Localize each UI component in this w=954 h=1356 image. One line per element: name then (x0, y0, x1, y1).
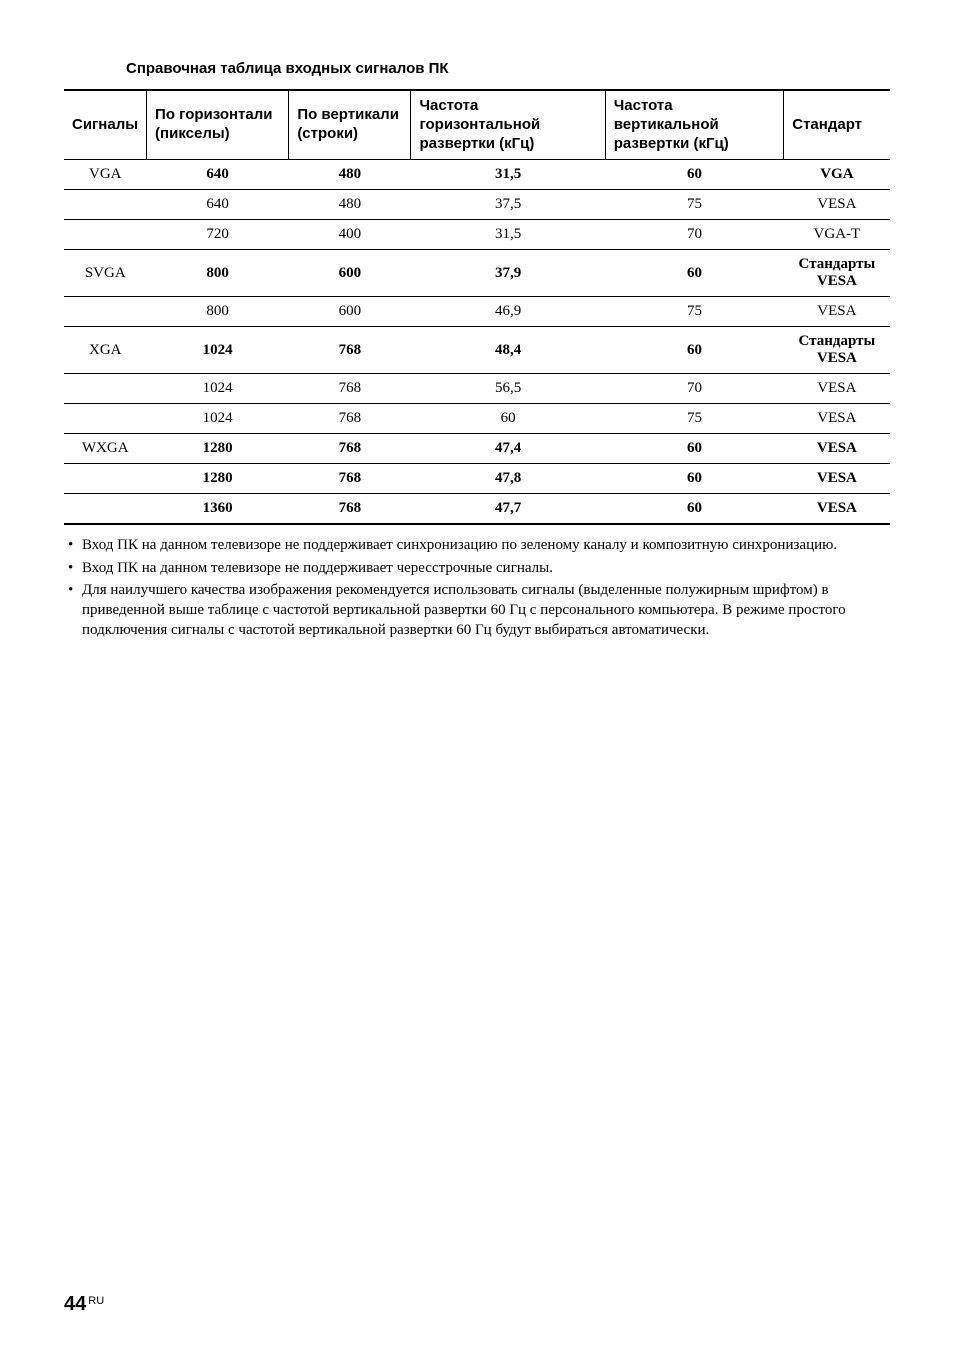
table-cell: VESA (784, 374, 890, 404)
table-cell: VGA (64, 160, 147, 190)
table-cell: 480 (289, 160, 411, 190)
table-cell: 480 (289, 190, 411, 220)
col-vertical: По вертикали (строки) (289, 90, 411, 160)
table-cell: VGA (784, 160, 890, 190)
table-cell (64, 374, 147, 404)
page-title: Справочная таблица входных сигналов ПК (126, 60, 890, 77)
table-cell: 768 (289, 327, 411, 374)
table-row: 136076847,760VESA (64, 494, 890, 525)
table-row: 10247686075VESA (64, 404, 890, 434)
table-cell: 400 (289, 220, 411, 250)
table-cell: 70 (605, 220, 783, 250)
table-cell: 75 (605, 404, 783, 434)
page: Справочная таблица входных сигналов ПК С… (0, 0, 954, 1356)
table-cell: 60 (605, 250, 783, 297)
note-item: Для наилучшего качества изображения реко… (64, 580, 890, 641)
table-header-row: Сигналы По горизонтали (пикселы) По верт… (64, 90, 890, 160)
table-cell: 720 (147, 220, 289, 250)
table-cell: 60 (605, 160, 783, 190)
table-cell: 768 (289, 404, 411, 434)
table-row: 128076847,860VESA (64, 464, 890, 494)
note-item: Вход ПК на данном телевизоре не поддержи… (64, 558, 890, 578)
table-cell: 1024 (147, 327, 289, 374)
table-cell: 60 (605, 464, 783, 494)
table-cell: 37,9 (411, 250, 605, 297)
col-hfreq: Частота горизонтальной развертки (кГц) (411, 90, 605, 160)
table-cell: 75 (605, 297, 783, 327)
table-cell: 37,5 (411, 190, 605, 220)
table-cell: 1024 (147, 374, 289, 404)
table-cell: 600 (289, 250, 411, 297)
table-cell: 47,4 (411, 434, 605, 464)
table-cell: VESA (784, 190, 890, 220)
table-cell: VGA-T (784, 220, 890, 250)
table-row: 80060046,975VESA (64, 297, 890, 327)
table-cell: 640 (147, 190, 289, 220)
table-cell: SVGA (64, 250, 147, 297)
table-row: 64048037,575VESA (64, 190, 890, 220)
notes-list: Вход ПК на данном телевизоре не поддержи… (64, 535, 890, 640)
table-cell: 60 (605, 327, 783, 374)
table-cell (64, 220, 147, 250)
table-cell (64, 494, 147, 525)
table-cell: 46,9 (411, 297, 605, 327)
col-vfreq: Частота вертикальной развертки (кГц) (605, 90, 783, 160)
table-row: WXGA128076847,460VESA (64, 434, 890, 464)
table-cell: Стандарты VESA (784, 250, 890, 297)
table-cell: 768 (289, 464, 411, 494)
table-cell: 768 (289, 374, 411, 404)
table-cell: 60 (411, 404, 605, 434)
table-cell: 800 (147, 297, 289, 327)
table-cell: VESA (784, 494, 890, 525)
note-item: Вход ПК на данном телевизоре не поддержи… (64, 535, 890, 555)
table-cell: VESA (784, 297, 890, 327)
table-cell: 47,8 (411, 464, 605, 494)
col-horizontal: По горизонтали (пикселы) (147, 90, 289, 160)
table-cell: 31,5 (411, 160, 605, 190)
table-row: SVGA80060037,960Стандарты VESA (64, 250, 890, 297)
page-lang: RU (88, 1295, 104, 1307)
table-cell: VESA (784, 404, 890, 434)
table-cell: 48,4 (411, 327, 605, 374)
table-cell: Стандарты VESA (784, 327, 890, 374)
table-row: 102476856,570VESA (64, 374, 890, 404)
table-cell: 1280 (147, 434, 289, 464)
table-cell: 60 (605, 494, 783, 525)
table-cell: 75 (605, 190, 783, 220)
signal-table: Сигналы По горизонтали (пикселы) По верт… (64, 89, 890, 525)
page-footer: 44RU (64, 1293, 104, 1316)
table-cell (64, 297, 147, 327)
table-cell: VESA (784, 464, 890, 494)
table-cell: 70 (605, 374, 783, 404)
table-row: VGA64048031,560VGA (64, 160, 890, 190)
table-cell: 1024 (147, 404, 289, 434)
col-signals: Сигналы (64, 90, 147, 160)
table-cell: 60 (605, 434, 783, 464)
table-row: 72040031,570VGA-T (64, 220, 890, 250)
table-cell: 600 (289, 297, 411, 327)
table-cell: XGA (64, 327, 147, 374)
page-number: 44 (64, 1293, 86, 1315)
table-cell: 800 (147, 250, 289, 297)
table-cell (64, 190, 147, 220)
table-cell: 640 (147, 160, 289, 190)
table-cell: 31,5 (411, 220, 605, 250)
table-cell (64, 464, 147, 494)
table-cell: 56,5 (411, 374, 605, 404)
table-cell: 47,7 (411, 494, 605, 525)
table-cell: 768 (289, 434, 411, 464)
table-cell: 1360 (147, 494, 289, 525)
col-standard: Стандарт (784, 90, 890, 160)
table-cell: WXGA (64, 434, 147, 464)
table-row: XGA102476848,460Стандарты VESA (64, 327, 890, 374)
table-cell: 768 (289, 494, 411, 525)
table-cell: VESA (784, 434, 890, 464)
table-cell (64, 404, 147, 434)
table-cell: 1280 (147, 464, 289, 494)
